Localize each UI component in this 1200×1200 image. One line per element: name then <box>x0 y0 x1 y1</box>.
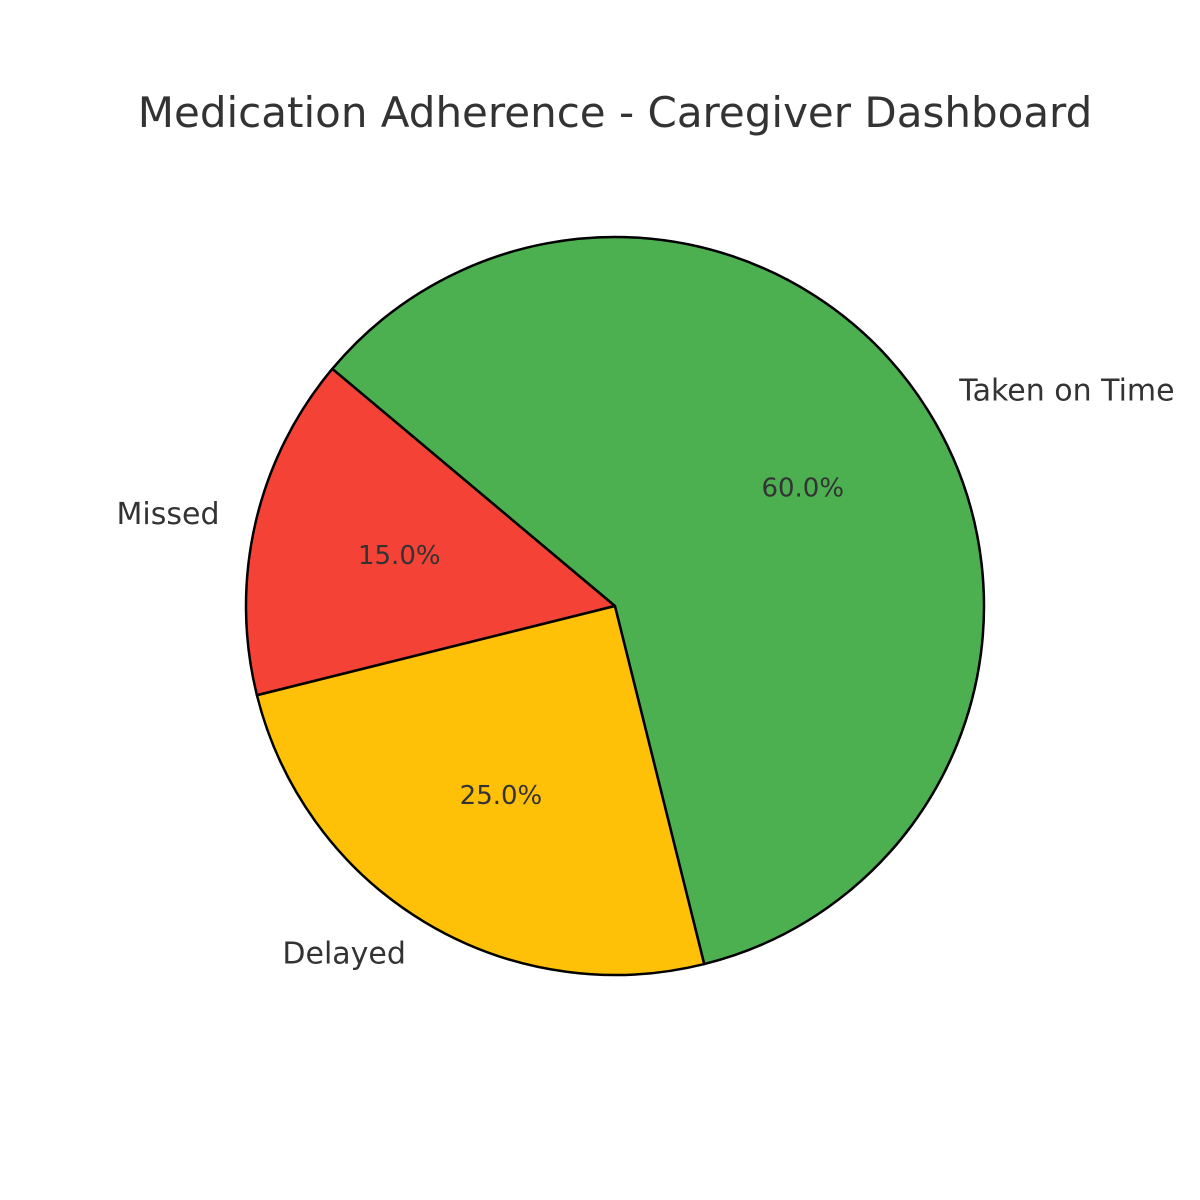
slice-label-delayed: Delayed <box>282 936 406 971</box>
pie-slice-taken-on-time <box>331 235 986 966</box>
pie-slice-delayed <box>255 604 706 977</box>
pct-label-delayed: 25.0% <box>460 781 543 811</box>
pct-label-missed: 15.0% <box>358 541 441 571</box>
pie-slices <box>244 235 986 977</box>
pct-label-taken-on-time: 60.0% <box>761 474 844 504</box>
pie-labels: 15.0% Missed 25.0% Delayed 60.0% Taken on Tim… <box>117 373 1175 971</box>
pie-slice-missed <box>244 367 617 697</box>
slice-label-missed: Missed <box>117 497 220 532</box>
chart-title: Medication Adherence - Caregiver Dashboa… <box>138 88 1093 137</box>
slice-label-taken-on-time: Taken on Time <box>958 373 1174 408</box>
